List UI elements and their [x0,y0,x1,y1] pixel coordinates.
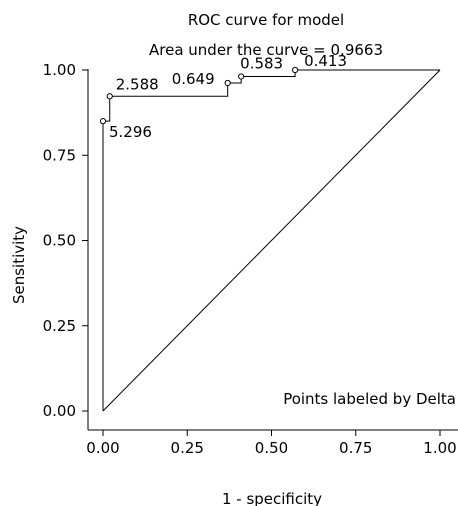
chart-subtitle: Area under the curve = 0.9663 [149,41,383,59]
roc-point-label: 0.413 [304,52,347,70]
x-tick-label: 0.50 [255,439,288,457]
y-tick-label: 0.00 [43,402,76,420]
roc-point-marker [99,118,107,125]
x-axis-label: 1 - specificity [222,490,322,506]
y-tick-label: 1.00 [43,61,76,79]
x-tick-label: 0.25 [171,439,204,457]
x-tick-label: 1.00 [423,439,456,457]
y-tick-label: 0.25 [43,317,76,335]
roc-point-marker [106,93,113,100]
note-text: Points labeled by Delta [283,390,456,408]
y-tick-label: 0.75 [43,146,76,164]
roc-point-marker [291,66,299,74]
reference-line [102,69,441,412]
y-axis-label: Sensitivity [10,226,28,304]
x-tick-label: 0.00 [86,439,119,457]
roc-point-marker [238,73,245,80]
x-tick-label: 0.75 [339,439,372,457]
roc-point-label: 0.583 [240,54,283,72]
roc-point-label: 0.649 [172,70,215,88]
y-tick-label: 0.50 [43,232,76,250]
labeled-points: 5.296 2.588 0.649 0.583 0.413 [99,52,347,141]
roc-point-marker [224,79,231,87]
roc-point-label: 2.588 [116,75,159,93]
axes [87,69,458,431]
ticks: 0.00 0.25 0.50 0.75 1.00 0.00 0.25 0.50 0.75 1.00 [43,61,457,457]
chart-title: ROC curve for model [188,11,344,29]
roc-point-label: 5.296 [109,123,152,141]
